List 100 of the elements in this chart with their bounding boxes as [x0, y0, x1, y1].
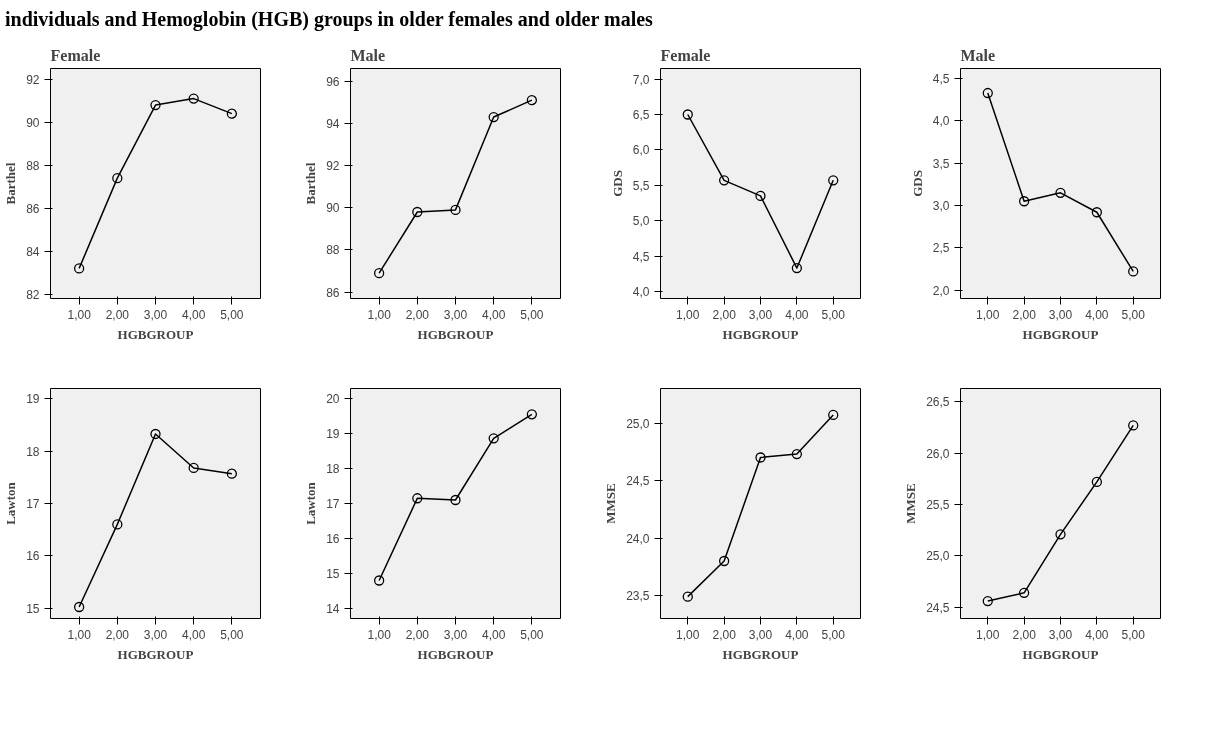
- x-tick-label: 4,00: [482, 307, 506, 322]
- x-tick-label: 3,00: [143, 307, 168, 322]
- y-tick-label: 18: [26, 444, 40, 459]
- x-axis-title: HGBGROUP: [722, 326, 799, 342]
- y-tick-label: 4,0: [632, 284, 650, 299]
- y-axis-title: MMSE: [903, 483, 919, 524]
- y-tick-label: 14: [326, 601, 340, 616]
- x-tick-label: 2,00: [1012, 627, 1037, 642]
- x-tick-label: 4,00: [785, 627, 809, 642]
- x-tick-label: 3,00: [143, 627, 168, 642]
- y-tick-label: 86: [26, 201, 40, 216]
- x-tick-label: 4,00: [785, 307, 809, 322]
- y-tick-label: 82: [26, 287, 40, 302]
- chart-title: Male: [960, 46, 996, 64]
- x-tick-label: 1,00: [367, 627, 392, 642]
- y-tick-label: 6,0: [632, 143, 650, 158]
- x-axis-title: HGBGROUP: [417, 326, 494, 342]
- x-tick-label: 2,00: [712, 307, 737, 322]
- y-tick-label: 24,5: [626, 474, 650, 488]
- x-tick-label: 2,00: [405, 627, 430, 642]
- y-tick-label: 4,0: [932, 114, 950, 129]
- x-tick-label: 5,00: [520, 627, 544, 642]
- x-tick-label: 1,00: [976, 627, 1000, 642]
- x-tick-label: 5,00: [1121, 627, 1146, 642]
- x-tick-label: 5,00: [520, 307, 544, 322]
- x-tick-label: 5,00: [821, 307, 846, 322]
- y-tick-label: 15: [26, 601, 40, 616]
- x-tick-label: 2,00: [105, 307, 130, 322]
- y-tick-label: 3,0: [932, 198, 950, 213]
- y-tick-label: 88: [326, 243, 340, 258]
- y-axis-title: Barthel: [303, 162, 319, 205]
- x-tick-label: 2,00: [1012, 307, 1037, 322]
- x-tick-label: 4,00: [1085, 627, 1109, 642]
- y-tick-label: 3,5: [932, 156, 950, 171]
- x-tick-label: 2,00: [712, 627, 737, 642]
- y-tick-label: 96: [326, 74, 340, 89]
- y-tick-label: 25,0: [926, 549, 950, 564]
- x-tick-label: 1,00: [676, 307, 700, 322]
- y-tick-label: 15: [326, 566, 340, 581]
- y-axis-title: Barthel: [3, 162, 19, 205]
- y-axis-title: MMSE: [603, 483, 619, 524]
- y-tick-label: 25,0: [626, 416, 650, 431]
- x-axis-title: HGBGROUP: [1022, 646, 1099, 662]
- y-tick-label: 92: [26, 72, 40, 87]
- y-tick-label: 86: [326, 285, 340, 300]
- y-axis-title: Lawton: [303, 481, 319, 525]
- text: individuals and Hemoglobin (HGB) groups in older females and older males: [5, 8, 653, 30]
- y-tick-label: 6,5: [632, 108, 650, 122]
- y-tick-label: 84: [26, 244, 40, 259]
- x-tick-label: 3,00: [443, 627, 468, 642]
- x-axis-title: HGBGROUP: [417, 646, 494, 662]
- y-tick-label: 25,5: [926, 498, 950, 513]
- y-tick-label: 2,5: [932, 241, 950, 256]
- x-tick-label: 4,00: [1085, 307, 1109, 322]
- y-tick-label: 5,0: [632, 214, 650, 229]
- y-tick-label: 24,5: [926, 600, 950, 615]
- x-tick-label: 1,00: [676, 627, 700, 642]
- x-tick-label: 3,00: [1048, 627, 1073, 642]
- x-tick-label: 1,00: [67, 627, 92, 642]
- chart-title: Female: [50, 46, 101, 64]
- y-axis-title: GDS: [609, 170, 625, 197]
- x-axis-title: HGBGROUP: [117, 646, 194, 662]
- y-tick-label: 18: [326, 462, 340, 477]
- x-axis-title: HGBGROUP: [722, 646, 799, 662]
- y-tick-label: 20: [326, 392, 340, 407]
- x-tick-label: 3,00: [1048, 307, 1073, 322]
- x-tick-label: 5,00: [220, 307, 244, 322]
- x-tick-label: 5,00: [220, 627, 244, 642]
- y-tick-label: 94: [326, 116, 340, 131]
- y-tick-label: 16: [326, 531, 340, 546]
- y-tick-label: 23,5: [626, 589, 650, 603]
- x-tick-label: 3,00: [748, 627, 773, 642]
- x-tick-label: 4,00: [182, 627, 206, 642]
- y-tick-label: 26,0: [926, 446, 950, 461]
- y-tick-label: 19: [326, 427, 340, 442]
- x-tick-label: 4,00: [482, 627, 506, 642]
- y-tick-label: 5,5: [632, 178, 650, 193]
- y-tick-label: 17: [26, 497, 40, 511]
- y-tick-label: 92: [326, 159, 340, 174]
- x-tick-label: 5,00: [821, 627, 846, 642]
- y-tick-label: 2,0: [932, 283, 950, 298]
- y-axis-title: GDS: [909, 170, 925, 197]
- x-tick-label: 1,00: [976, 307, 1000, 322]
- y-tick-label: 16: [26, 549, 40, 564]
- y-tick-label: 90: [26, 115, 40, 130]
- y-tick-label: 17: [326, 497, 340, 511]
- y-tick-label: 24,0: [626, 531, 650, 546]
- y-tick-label: 88: [26, 158, 40, 173]
- x-tick-label: 4,00: [182, 307, 206, 322]
- x-axis-title: HGBGROUP: [1022, 326, 1099, 342]
- chart-title: Male: [350, 46, 386, 64]
- y-tick-label: 4,5: [932, 72, 950, 87]
- x-tick-label: 3,00: [748, 307, 773, 322]
- y-tick-label: 26,5: [926, 395, 950, 410]
- x-tick-label: 3,00: [443, 307, 468, 322]
- y-tick-label: 4,5: [632, 249, 650, 264]
- chart-title: Female: [660, 46, 711, 64]
- y-axis-title: Lawton: [3, 481, 19, 525]
- x-tick-label: 1,00: [67, 307, 92, 322]
- x-axis-title: HGBGROUP: [117, 326, 194, 342]
